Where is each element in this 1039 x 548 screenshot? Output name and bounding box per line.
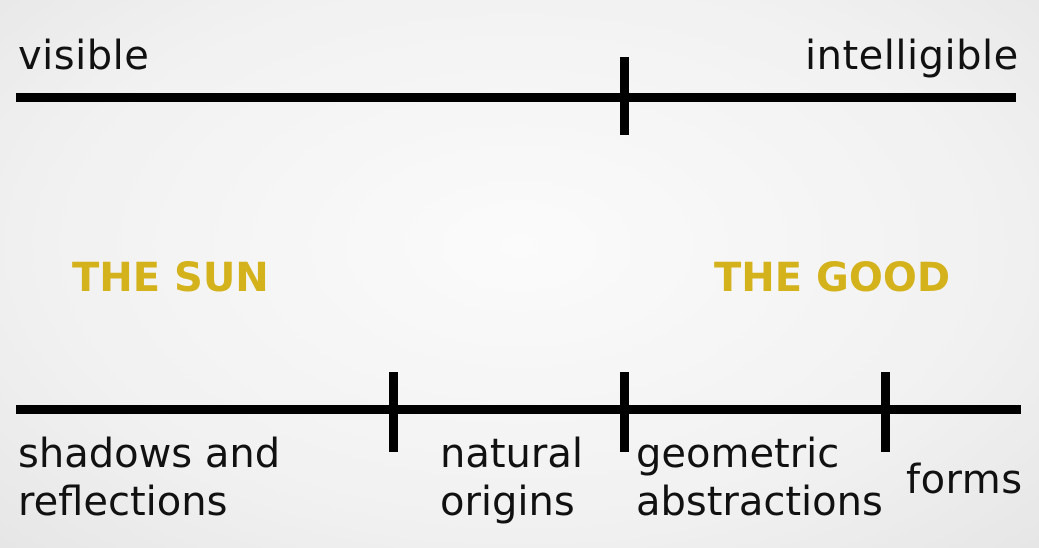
segment-label-line2: abstractions [636,479,883,525]
segment-label-line2: origins [440,479,575,525]
segment-label-line1: shadows and [18,431,281,477]
segment-label-line2: reflections [18,479,228,525]
top-horizontal-line [16,93,1016,102]
top-divider-tick [620,57,629,135]
bottom-tick-1 [389,372,398,452]
bottom-horizontal-line [16,405,1021,414]
segment-shadows-and-reflections: shadows and reflections [18,430,280,526]
bottom-tick-3 [881,372,890,452]
segment-label-line1: natural [440,431,583,477]
segment-geometric-abstractions: geometric abstractions [636,430,883,526]
intelligible-label: intelligible [805,33,1019,79]
segment-natural-origins: natural origins [440,430,583,526]
bottom-tick-2 [620,372,629,452]
the-good-label: THE GOOD [714,255,951,301]
segment-forms: forms [906,457,1023,503]
visible-label: visible [18,33,150,79]
segment-label-line1: geometric [636,431,840,477]
the-sun-label: THE SUN [72,255,269,301]
